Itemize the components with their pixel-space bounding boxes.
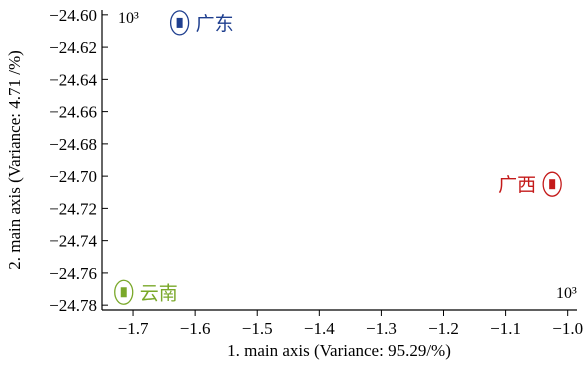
data-point	[120, 287, 127, 298]
y-ticks: −24.60 −24.62 −24.64 −24.66 −24.68 −24.70 −24.…	[49, 6, 108, 315]
y-tick-label: −24.78	[49, 296, 97, 315]
axes	[101, 10, 577, 311]
x-tick-label: −1.1	[490, 319, 521, 338]
data-point-group: 云南	[114, 279, 178, 305]
y-axis-label: 2. main axis (Variance: 4.71 /%)	[5, 50, 24, 270]
y-tick-label: −24.60	[49, 6, 97, 25]
y-multiplier: 10³	[118, 10, 139, 27]
x-ticks: −1.7 −1.6 −1.5 −1.4 −1.3 −1.2 −1.1 −1.0	[118, 310, 583, 338]
y-tick-label: −24.70	[49, 167, 97, 186]
confidence-ellipse	[169, 10, 190, 36]
x-multiplier: 10³	[556, 285, 577, 302]
data-point	[549, 179, 556, 190]
data-point	[176, 17, 183, 28]
y-tick-label: −24.64	[49, 70, 97, 89]
x-tick-label: −1.2	[428, 319, 459, 338]
confidence-ellipse	[542, 171, 562, 197]
data-point-group: 广东	[169, 10, 234, 36]
x-tick-label: −1.7	[118, 319, 149, 338]
x-tick-label: −1.4	[304, 319, 335, 338]
x-tick-label: −1.6	[180, 319, 211, 338]
y-tick-label: −24.68	[49, 135, 97, 154]
data-point-group: 广西	[498, 171, 562, 197]
x-axis-label: 1. main axis (Variance: 95.29/%)	[227, 341, 451, 360]
y-tick-label: −24.72	[49, 199, 97, 218]
x-tick-label: −1.5	[242, 319, 273, 338]
x-tick-label: −1.0	[552, 319, 583, 338]
point-label: 广西	[498, 174, 536, 196]
point-label: 云南	[140, 282, 178, 304]
confidence-ellipse	[114, 279, 134, 305]
point-label: 广东	[196, 13, 234, 35]
x-tick-label: −1.3	[366, 319, 397, 338]
y-tick-label: −24.66	[49, 103, 97, 122]
y-tick-label: −24.74	[49, 232, 97, 251]
y-tick-label: −24.76	[49, 264, 97, 283]
y-tick-label: −24.62	[49, 38, 97, 57]
